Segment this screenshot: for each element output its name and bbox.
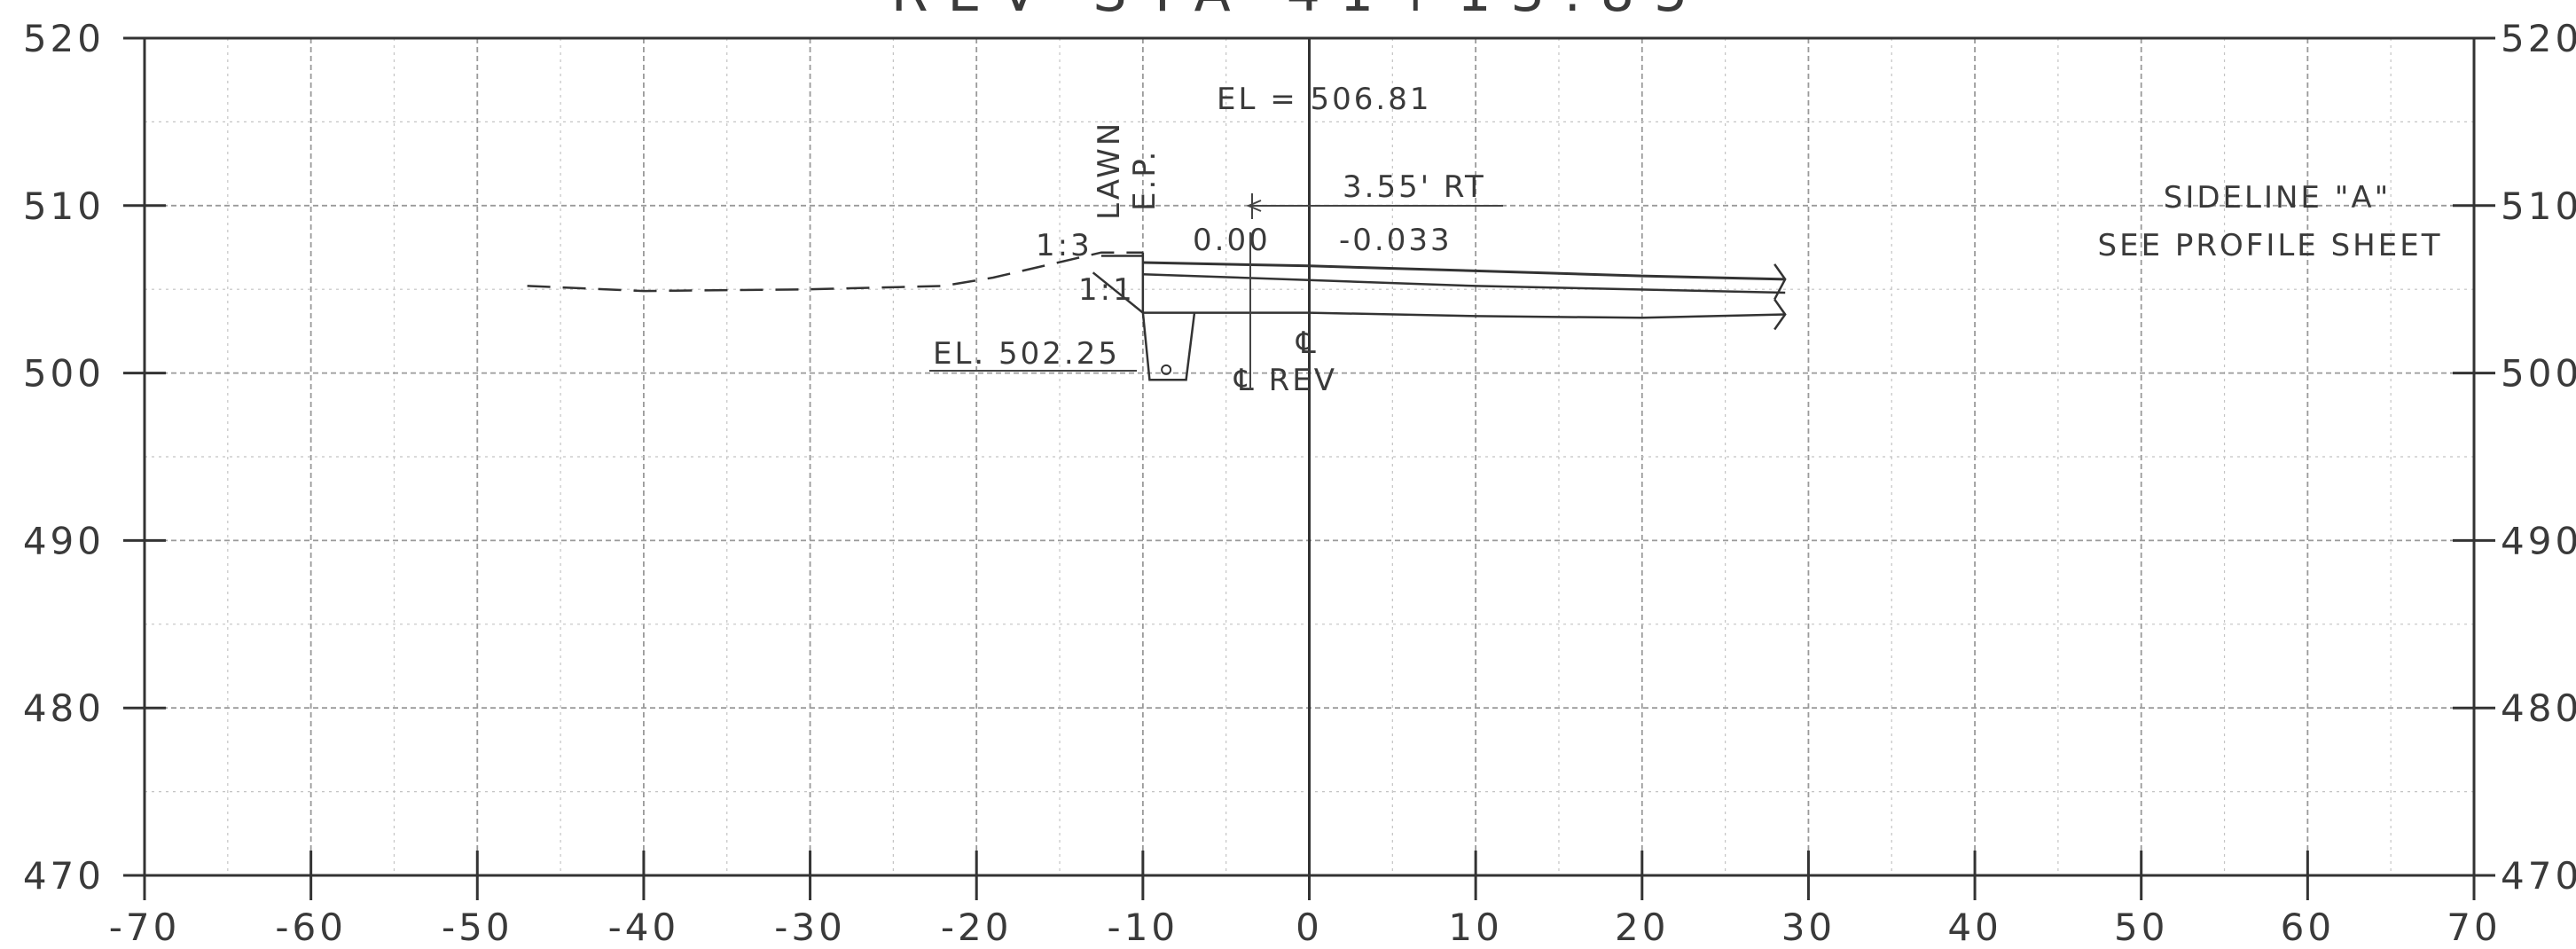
x-tick-label: -70	[109, 906, 181, 949]
y-axis-ticks-left: 520 510 500 490 480 470	[23, 17, 166, 898]
x-tick-label: -10	[1108, 906, 1179, 949]
base-course-line	[1142, 272, 1786, 294]
lawn-label: LAWN	[1092, 121, 1127, 220]
y-tick-label-left: 520	[23, 17, 105, 60]
x-tick-label: 60	[2281, 906, 2335, 949]
x-tick-label: -20	[941, 906, 1013, 949]
el-top-label: EL = 506.81	[1217, 82, 1432, 117]
x-tick-label: 30	[1781, 906, 1836, 949]
slope-ratio-1-label: 1:3	[1036, 228, 1092, 263]
y-tick-label-right: 500	[2501, 352, 2576, 396]
proposed-surface-line	[1142, 261, 1786, 281]
slope-ratio-2-label: 1:1	[1078, 272, 1135, 308]
x-tick-label: 50	[2114, 906, 2168, 949]
slope-left-label: 0.00	[1193, 223, 1271, 258]
x-tick-label: 10	[1448, 906, 1502, 949]
x-tick-label: -40	[608, 906, 680, 949]
x-tick-label: 0	[1296, 906, 1323, 949]
centerline-rev-label: ℄ REV	[1233, 363, 1337, 398]
break-mark-upper	[1773, 263, 1787, 301]
y-tick-label-right: 520	[2501, 17, 2576, 60]
y-tick-label-left: 500	[23, 352, 105, 396]
y-tick-label-left: 470	[23, 854, 105, 898]
y-tick-label-left: 480	[23, 686, 105, 730]
break-mark-lower	[1773, 298, 1787, 331]
x-tick-label: 70	[2447, 906, 2501, 949]
offset-arrowhead	[1246, 200, 1262, 212]
drain-pipe-symbol	[1161, 364, 1172, 375]
y-tick-label-right: 470	[2501, 854, 2576, 898]
y-tick-label-right: 480	[2501, 686, 2576, 730]
y-tick-label-right: 490	[2501, 519, 2576, 562]
y-tick-label-left: 490	[23, 519, 105, 562]
x-tick-label: 20	[1615, 906, 1669, 949]
profile-sheet-label: SEE PROFILE SHEET	[2098, 228, 2443, 263]
section-lines	[527, 251, 1787, 381]
ep-label: E.P.	[1127, 149, 1163, 211]
centerline-mark: ℄	[1296, 325, 1319, 361]
annotations: EL = 506.81 3.55' RT 0.00 -0.033 1:3 1:1…	[929, 82, 2443, 398]
existing-ground-line	[527, 251, 1143, 293]
y-tick-label-left: 510	[23, 184, 105, 228]
y-tick-label-right: 510	[2501, 184, 2576, 228]
x-tick-label: -60	[275, 906, 347, 949]
sheet-title: REV STA 41+13.85	[891, 0, 1707, 24]
x-tick-label: -30	[774, 906, 846, 949]
offset-label: 3.55' RT	[1343, 169, 1486, 205]
x-axis-ticks: -70 -60 -50 -40 -30 -20 -10 0 10 20 30 40 50 60 70	[109, 851, 2501, 949]
el-bottom-label: EL. 502.25	[933, 336, 1120, 372]
sideline-label: SIDELINE "A"	[2164, 180, 2392, 216]
subgrade-line	[1142, 311, 1786, 319]
y-axis-ticks-right: 520 510 500 490 480 470	[2453, 17, 2576, 898]
ditch-section-line	[1092, 271, 1196, 381]
slope-right-label: -0.033	[1339, 223, 1452, 258]
x-tick-label: -50	[442, 906, 513, 949]
x-tick-label: 40	[1947, 906, 2001, 949]
